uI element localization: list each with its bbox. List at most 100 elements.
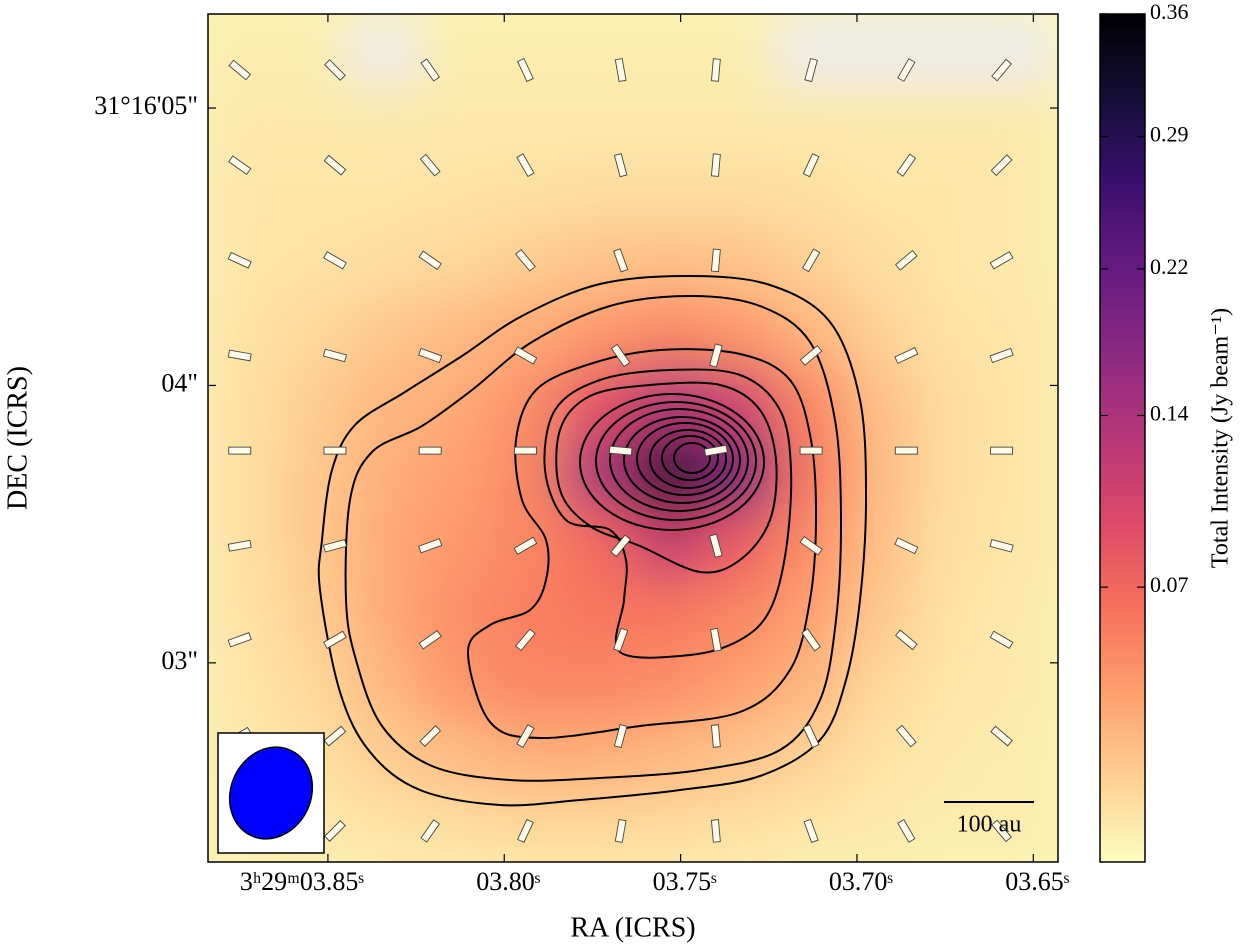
intensity-cell [348,579,421,651]
contour [623,416,741,504]
intensity-cell [845,649,918,722]
polarization-vector [420,819,441,843]
intensity-cell [348,649,421,722]
polarization-vectors [227,57,1014,844]
x-tick-label: 03.65ˢ [1005,867,1070,896]
plot-frame [207,13,1059,863]
polarization-vector [227,251,252,269]
intensity-cell [845,83,918,156]
polarization-vector [710,58,721,82]
colorbar [1099,13,1146,863]
intensity-cell [348,508,421,581]
y-axis-label: DEC (ICRS) [2,366,33,510]
intensity-cell [775,83,847,156]
contours [317,274,868,807]
intensity-cell [845,366,918,439]
intensity-cell [916,791,988,862]
intensity-cell [278,83,350,156]
intensity-cell [634,225,706,298]
colorbar-tick-label: 0.22 [1150,254,1189,279]
intensity-cell [348,791,421,862]
polarization-vector [802,153,820,178]
intensity-cell [775,649,847,722]
scale-bar-label: 100 au [957,812,1022,838]
polarization-vector [323,725,347,747]
polarization-vector [419,725,442,747]
x-tick-label: 03.75ˢ [653,867,718,896]
intensity-cell [916,366,988,439]
polarization-vector [322,538,348,553]
y-tick-label: 31°16'05" [94,91,198,120]
polarization-vector [802,724,820,749]
intensity-cell [634,83,706,156]
polarization-vector [895,724,917,748]
polarization-vector [418,250,442,271]
polarization-vector [799,446,823,455]
polarization-vector [513,346,538,365]
intensity-cell [348,437,421,510]
contour [344,294,843,782]
intensity-cell [348,83,421,156]
y-tick-label: 03" [161,646,198,675]
polarization-vector [228,59,252,81]
polarization-vector [613,153,628,178]
intensity-cell [208,366,280,439]
blank-cell [348,14,421,85]
polarization-vector [894,537,919,555]
colorbar-tick-label: 0.36 [1150,0,1189,24]
intensity-cell [634,296,706,368]
polarization-vector [610,343,631,368]
polarization-vector [418,446,442,455]
x-tick-label: 3ʰ29ᵐ03.85ˢ [240,867,365,896]
polarization-vector [322,348,348,363]
polarization-vector [990,446,1014,455]
intensity-cell [491,83,565,156]
colorbar-label: Total Intensity (Jy beam⁻¹) [1208,308,1234,568]
contour [555,381,778,574]
intensity-cell [348,296,421,368]
intensity-cell [563,649,636,722]
polarization-vector [228,446,252,455]
polarization-vector [991,819,1012,843]
intensity-cell [208,649,280,722]
intensity-cell [563,83,636,156]
polarization-vector [710,819,721,843]
intensity-cell [916,508,988,581]
polarization-vector [895,629,918,651]
polarization-vector [227,632,252,648]
polarization-vector [896,153,917,177]
intensity-cell [563,366,636,439]
colorbar-tick-label: 0.07 [1150,572,1189,597]
x-tick-label: 03.80ˢ [476,867,541,896]
polarization-vector [804,57,818,83]
intensity-cell [916,154,988,227]
intensity-map [208,14,1058,862]
contour [661,435,719,481]
intensity-cell [208,83,280,156]
polarization-vector [516,724,535,748]
polarization-vector [228,155,252,175]
polarization-vector [513,446,537,455]
intensity-cell [916,437,988,510]
intensity-cell [634,154,706,227]
contour [609,408,749,512]
contour [317,274,868,807]
polarization-vector [709,343,723,368]
colorbar-tick-label: 0.14 [1150,401,1189,426]
beam [228,746,314,840]
intensity-cell [348,366,421,439]
x-axis-label: RA (ICRS) [570,912,695,943]
polarization-vector [897,58,916,82]
intensity-cell [419,83,493,156]
intensity-cell [986,83,1058,156]
polarization-vector [989,630,1014,649]
polarization-vector [799,345,823,366]
blank-cell [916,14,988,85]
polarization-vector [799,535,823,556]
intensity-cell [634,579,706,651]
contour [673,442,711,474]
polarization-vector [517,57,534,83]
polarization-vector [989,251,1014,270]
contour [579,393,765,531]
